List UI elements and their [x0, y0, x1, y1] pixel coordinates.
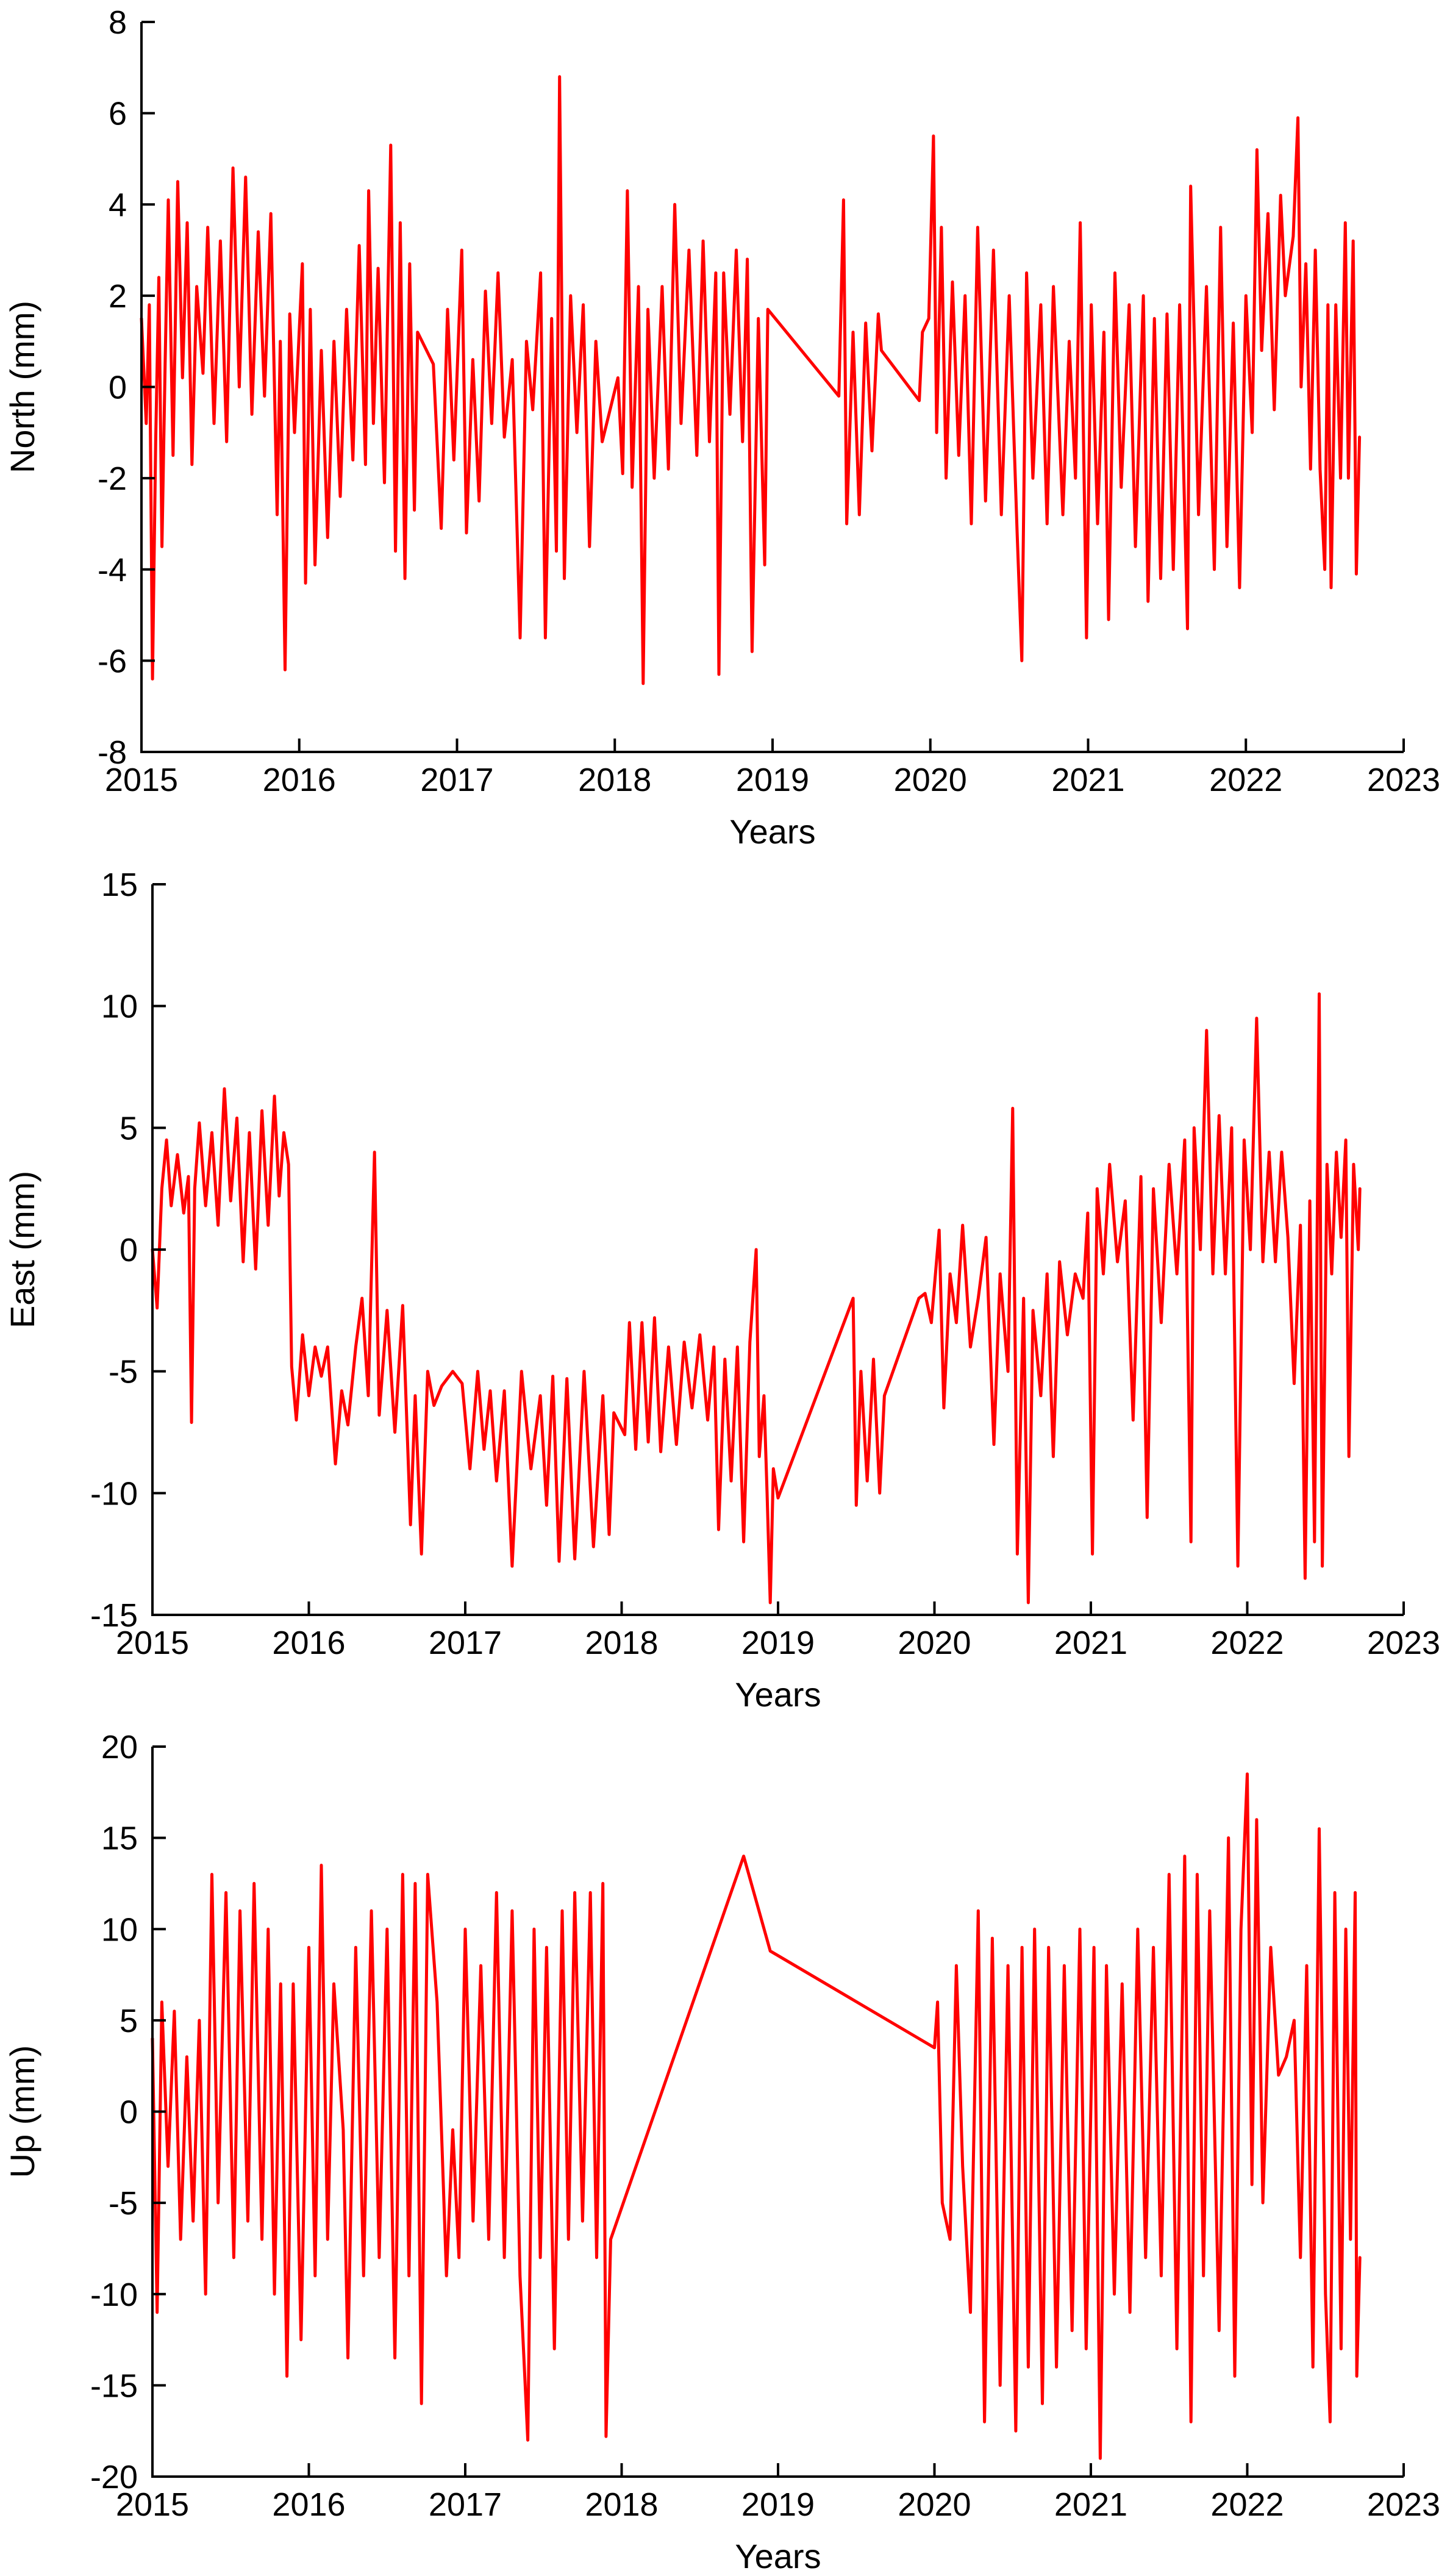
east-x-tick-label-2023: 2023: [1367, 1625, 1440, 1661]
east-y-tick-label--15: -15: [90, 1597, 138, 1634]
up-series-line-0: [151, 1772, 1362, 2460]
up-x-tick-label-2015: 2015: [116, 2486, 189, 2523]
up-y-tick-label--20: -20: [90, 2459, 138, 2496]
east-y-tick-label--10: -10: [90, 1475, 138, 1512]
north-x-tick-label-2022: 2022: [1209, 762, 1282, 798]
north-series-line-0: [140, 75, 1362, 685]
north-y-axis-title: North (mm): [3, 301, 41, 473]
up-y-tick-label--5: -5: [109, 2185, 138, 2222]
east-y-axis-title: East (mm): [3, 1171, 41, 1328]
up-x-tick-label-2016: 2016: [272, 2486, 345, 2523]
up-y-tick-label-0: 0: [120, 2094, 138, 2131]
up-y-tick-label-20: 20: [101, 1729, 138, 1766]
east-x-tick-label-2021: 2021: [1054, 1625, 1127, 1661]
north-x-tick-label-2020: 2020: [894, 762, 967, 798]
north-y-tick-label-8: 8: [109, 4, 127, 41]
north-x-tick-label-2015: 2015: [105, 762, 178, 798]
up-x-tick-label-2018: 2018: [585, 2486, 658, 2523]
east-series-line-0: [151, 992, 1362, 1605]
east-y-tick-label-0: 0: [120, 1232, 138, 1268]
up-x-tick-label-2022: 2022: [1210, 2486, 1284, 2523]
up-y-tick-label--15: -15: [90, 2367, 138, 2404]
east-x-tick-label-2016: 2016: [272, 1625, 345, 1661]
up-x-tick-label-2020: 2020: [898, 2486, 971, 2523]
north-x-tick-label-2017: 2017: [420, 762, 493, 798]
east-x-tick-label-2015: 2015: [116, 1625, 189, 1661]
north-x-tick-label-2023: 2023: [1367, 762, 1440, 798]
north-panel: 2015 2016 2017 2018 2019 2020 2021 2022 2023 -8 -6…: [3, 4, 1440, 851]
east-y-tick-label-15: 15: [101, 867, 138, 903]
north-y-tick-label--2: -2: [98, 460, 127, 497]
north-x-tick-label-2019: 2019: [736, 762, 809, 798]
north-x-tick-label-2016: 2016: [263, 762, 336, 798]
up-panel: 2015 2016 2017 2018 2019 2020 2021 2022 2023-20-…: [3, 1729, 1440, 2575]
east-x-tick-label-2018: 2018: [585, 1625, 658, 1661]
east-panel: 2015 2016 2017 2018 2019 2020 2021 2022 2023 -15 -…: [3, 867, 1440, 1714]
east-y-tick-label-10: 10: [101, 989, 138, 1025]
east-x-tick-label-2017: 2017: [429, 1625, 502, 1661]
east-y-tick-label--5: -5: [109, 1354, 138, 1390]
north-y-tick-label--4: -4: [98, 552, 127, 589]
north-x-axis-title: Years: [729, 812, 815, 851]
up-x-axis-title: Years: [735, 2537, 821, 2575]
up-y-tick-label-10: 10: [101, 1911, 138, 1948]
up-x-tick-label-2023: 2023: [1367, 2486, 1440, 2523]
north-y-tick-label-4: 4: [109, 187, 127, 223]
east-y-tick-label-5: 5: [120, 1110, 138, 1147]
up-y-tick-label-5: 5: [120, 2003, 138, 2039]
north-x-tick-label-2018: 2018: [578, 762, 651, 798]
up-y-axis-title: Up (mm): [3, 2045, 41, 2178]
east-x-tick-label-2020: 2020: [898, 1625, 971, 1661]
north-y-tick-label-0: 0: [109, 370, 127, 406]
up-x-tick-label-2019: 2019: [741, 2486, 815, 2523]
up-y-tick-label-15: 15: [101, 1820, 138, 1857]
up-x-tick-label-2017: 2017: [429, 2486, 502, 2523]
east-x-tick-label-2022: 2022: [1210, 1625, 1284, 1661]
north-x-tick-label-2021: 2021: [1051, 762, 1124, 798]
north-y-tick-label--6: -6: [98, 643, 127, 679]
up-y-tick-label--10: -10: [90, 2277, 138, 2313]
north-y-tick-label-2: 2: [109, 278, 127, 315]
up-x-tick-label-2021: 2021: [1054, 2486, 1127, 2523]
north-y-tick-label--8: -8: [98, 734, 127, 771]
east-x-tick-label-2019: 2019: [741, 1625, 815, 1661]
north-y-tick-label-6: 6: [109, 96, 127, 132]
east-x-axis-title: Years: [735, 1675, 821, 1714]
